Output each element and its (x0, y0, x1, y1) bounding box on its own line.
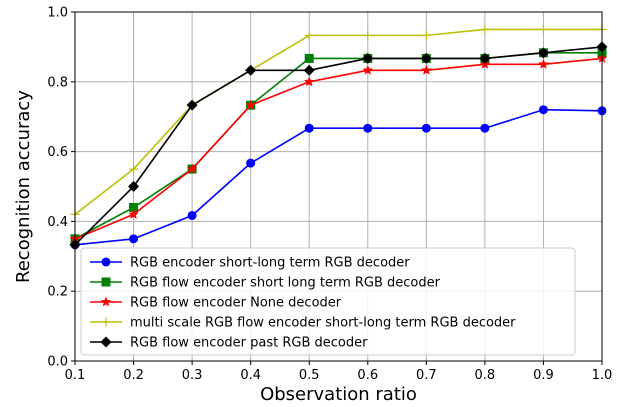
data-point (537, 47, 549, 59)
x-tick-label: 0.8 (475, 368, 496, 383)
x-tick-label: 1.0 (592, 368, 613, 383)
data-point (362, 52, 374, 64)
legend-box (80, 247, 576, 356)
data-point (304, 30, 314, 40)
data-point (246, 158, 256, 168)
series-group (69, 24, 608, 251)
legend-label: multi scale RGB flow encoder short-long … (130, 316, 516, 331)
x-tick-label: 0.4 (240, 368, 261, 383)
series-line (74, 46, 603, 246)
y-tick-label: 0.4 (47, 215, 68, 230)
legend-marker (101, 317, 111, 327)
data-point (128, 181, 140, 192)
data-point (538, 58, 549, 69)
y-tick-label: 0.2 (47, 285, 68, 300)
data-point (186, 163, 198, 174)
data-point (363, 30, 373, 40)
legend-marker (100, 296, 112, 307)
series-1 (70, 105, 607, 250)
y-tick-label: 0.6 (47, 145, 68, 160)
data-point (363, 123, 373, 133)
data-point (480, 24, 490, 34)
data-point (421, 64, 432, 75)
data-point (129, 202, 139, 212)
legend-label: RGB flow encoder None decoder (130, 296, 342, 311)
legend-item: RGB flow encoder past RGB decoder (90, 336, 368, 351)
y-axis-label: Recognition accuracy (13, 90, 34, 283)
legend: RGB encoder short-long term RGB decoder R… (80, 247, 576, 356)
axis-ticks: 0.1 0.2 0.3 0.4 0.5 0.6 0.7 0.8 0.9 1.0 0.0 0.2 0.4 0… (47, 6, 612, 384)
data-point (245, 99, 256, 110)
data-point (362, 64, 374, 75)
data-point (303, 64, 315, 76)
x-axis-label: Observation ratio (260, 384, 417, 405)
series-5 (69, 41, 608, 251)
series-line (74, 108, 603, 246)
series-2 (70, 48, 607, 244)
x-tick-label: 0.7 (416, 368, 437, 383)
data-point (420, 52, 432, 64)
data-point (187, 210, 197, 220)
data-point (129, 234, 139, 244)
legend-label: RGB flow encoder past RGB decoder (130, 336, 368, 351)
y-tick-label: 1.0 (47, 6, 68, 21)
data-point (186, 99, 198, 111)
x-tick-label: 0.5 (299, 368, 320, 383)
legend-item: RGB flow encoder short long term RGB dec… (90, 276, 441, 291)
data-point (479, 52, 491, 64)
legend-label: RGB flow encoder short long term RGB dec… (130, 276, 441, 291)
data-point (421, 123, 431, 133)
legend-item: RGB encoder short-long term RGB decoder (90, 256, 410, 271)
data-point (421, 30, 431, 40)
legend-marker (101, 277, 111, 287)
data-point (538, 105, 548, 115)
y-tick-label: 0.8 (47, 75, 68, 90)
data-point (129, 164, 139, 174)
x-tick-label: 0.3 (182, 368, 203, 383)
x-tick-label: 0.2 (123, 368, 144, 383)
legend-item: multi scale RGB flow encoder short-long … (90, 316, 516, 331)
series-line (74, 28, 602, 216)
x-tick-label: 0.1 (65, 368, 86, 383)
x-tick-label: 0.9 (533, 368, 554, 383)
series-line (74, 57, 603, 240)
x-tick-label: 0.6 (357, 368, 378, 383)
legend-marker (100, 336, 112, 348)
legend-label: RGB encoder short-long term RGB decoder (130, 256, 410, 271)
plot-frame (74, 11, 603, 362)
data-point (304, 123, 314, 133)
data-point (303, 76, 315, 87)
y-tick-label: 0.0 (47, 355, 68, 370)
data-point (128, 208, 139, 219)
data-point (245, 64, 257, 76)
data-point (538, 24, 548, 34)
data-point (480, 123, 490, 133)
legend-item: RGB flow encoder None decoder (90, 296, 342, 311)
data-point (304, 53, 314, 63)
legend-marker (101, 257, 111, 267)
